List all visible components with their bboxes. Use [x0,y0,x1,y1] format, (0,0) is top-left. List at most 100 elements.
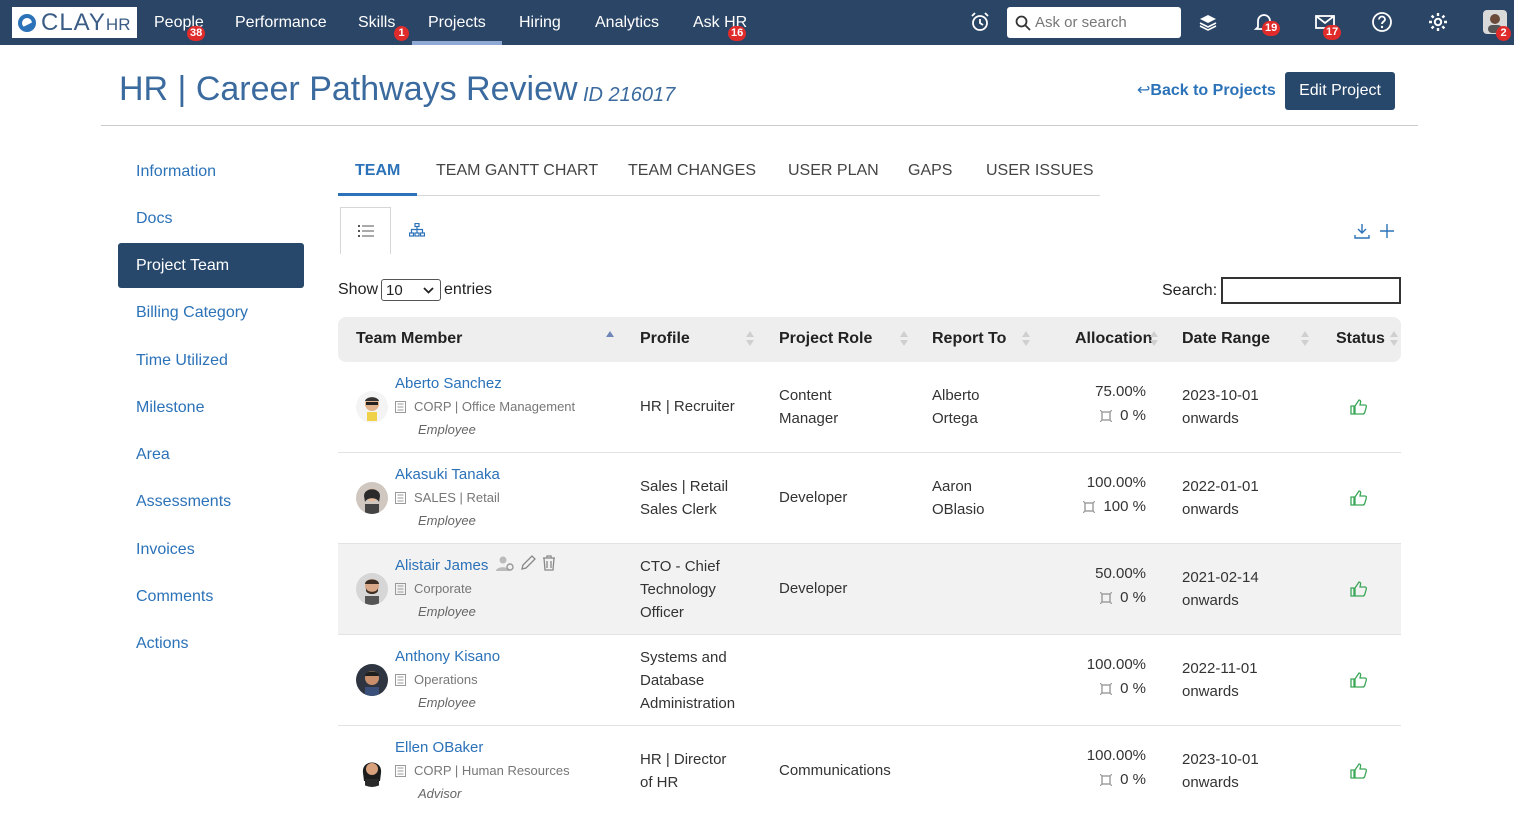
thumbs-up-icon[interactable] [1350,489,1368,507]
global-search-input[interactable]: Ask or search [1007,7,1181,38]
sort-icon[interactable] [1022,331,1030,347]
sort-icon[interactable] [1301,331,1309,347]
date-start: 2021-02-14 [1182,569,1259,586]
sidebar-item-milestone[interactable]: Milestone [136,399,205,416]
profile-cell: Systems and Database Administration [640,646,735,715]
member-name-link[interactable]: Akasuki Tanaka [395,466,500,483]
date-start: 2022-11-01 [1182,660,1258,677]
col-date-range[interactable]: Date Range [1182,330,1271,347]
tab-team-gantt-chart[interactable]: TEAM GANTT CHART [436,162,599,179]
member-name-link[interactable]: Aberto Sanchez [395,375,502,392]
nav-hiring-label: Hiring [519,14,561,31]
settings-gear-icon[interactable] [1426,10,1450,34]
date-start: 2023-10-01 [1182,751,1259,768]
sidebar-item-time-utilized[interactable]: Time Utilized [136,352,228,369]
tab-user-issues[interactable]: USER ISSUES [986,162,1094,179]
col-status[interactable]: Status [1336,330,1385,347]
sidebar-item-information[interactable]: Information [136,163,217,180]
col-allocation[interactable]: Allocation [1075,330,1153,347]
report-to-cell: Alberto Ortega [932,384,980,430]
return-arrow-icon: ↩ [1137,82,1151,99]
member-department: CORP | Human Resources [414,763,570,778]
list-view-toggle[interactable] [340,207,391,254]
help-icon[interactable] [1370,10,1394,34]
entries-select[interactable]: 10 [381,279,442,301]
member-name-link[interactable]: Alistair James [395,557,489,574]
sort-icon[interactable] [746,331,754,347]
date-range-cell: 2023-10-01 onwards [1182,384,1259,430]
tab-gaps[interactable]: GAPS [908,162,953,179]
nav-skills[interactable]: Skills [358,0,395,45]
sidebar-item-comments[interactable]: Comments [136,588,214,605]
avatar[interactable] [356,573,388,605]
allocation-actual: 0 % [1120,771,1146,788]
sort-icon[interactable] [1150,331,1158,347]
col-team-member[interactable]: Team Member [356,330,463,347]
edit-project-button[interactable]: Edit Project [1285,72,1395,110]
allocation-actual-icon [1100,591,1113,604]
thumbs-up-icon[interactable] [1350,671,1368,689]
nav-projects[interactable]: Projects [412,0,502,45]
user-settings-icon[interactable] [496,555,514,576]
tab-team-changes[interactable]: TEAM CHANGES [628,162,757,179]
member-department: SALES | Retail [414,490,500,505]
sort-asc-icon[interactable] [606,331,614,347]
profile-line: Sales Clerk [640,501,717,518]
page-title: HR | Career Pathways Review [119,70,578,108]
avatar[interactable] [356,664,388,696]
avatar[interactable] [356,391,388,423]
add-member-icon[interactable] [1378,222,1396,240]
thumbs-up-icon[interactable] [1350,762,1368,780]
org-chart-view-toggle[interactable] [391,207,442,253]
role-cell: Content Manager [779,384,838,430]
notifications-badge: 19 [1262,21,1281,36]
date-range-suffix: onwards [1182,501,1239,518]
sidebar-item-invoices[interactable]: Invoices [136,541,195,558]
profile-cell: CTO - Chief Technology Officer [640,555,720,624]
table-search-input[interactable] [1221,277,1401,304]
back-link-label: Back to Projects [1150,82,1276,99]
org-chart-icon [408,223,425,237]
delete-trash-icon[interactable] [542,555,556,576]
sidebar-item-area[interactable]: Area [136,446,170,463]
alarm-clock-icon[interactable] [968,10,992,34]
clayhr-logo[interactable]: CLAYHR [12,7,137,38]
nav-analytics[interactable]: Analytics [595,0,659,45]
sidebar-item-docs[interactable]: Docs [136,210,173,227]
people-badge: 38 [187,26,206,41]
nav-performance[interactable]: Performance [235,0,327,45]
download-icon[interactable] [1353,222,1371,240]
edit-pencil-icon[interactable] [520,555,536,576]
avatar[interactable] [356,755,388,787]
profile-cell: HR | Recruiter [640,395,735,418]
thumbs-up-icon[interactable] [1350,580,1368,598]
sidebar-item-assessments[interactable]: Assessments [136,493,232,510]
report-to-line: OBlasio [932,501,985,518]
thumbs-up-icon[interactable] [1350,398,1368,416]
tab-user-plan[interactable]: USER PLAN [788,162,879,179]
back-to-projects-link[interactable]: ↩Back to Projects [1137,80,1276,100]
search-icon [1015,15,1031,31]
member-name-link[interactable]: Anthony Kisano [395,648,501,665]
sidebar-item-actions[interactable]: Actions [136,635,189,652]
messages-badge: 17 [1323,25,1342,40]
top-navbar: CLAYHR People 38 Performance Skills 1 Pr… [0,0,1514,45]
sort-icon[interactable] [900,331,908,347]
profile-line: Database [640,672,705,689]
col-report-to[interactable]: Report To [932,330,1007,347]
col-project-role[interactable]: Project Role [779,330,873,347]
nav-hiring[interactable]: Hiring [519,0,561,45]
date-range-suffix: onwards [1182,592,1239,609]
member-name-link[interactable]: Ellen OBaker [395,739,484,756]
report-to-cell: Aaron OBlasio [932,475,985,521]
search-placeholder: Ask or search [1035,14,1127,31]
layers-icon[interactable] [1196,10,1220,34]
sort-icon[interactable] [1390,331,1398,347]
sidebar-item-billing-category[interactable]: Billing Category [136,304,249,321]
allocation-value: 100.00% [1086,747,1146,764]
table-row: Ellen OBaker CORP | Human Resources Advi… [338,726,1401,817]
avatar[interactable] [356,482,388,514]
sidebar-item-project-team[interactable]: Project Team [118,243,304,288]
col-profile[interactable]: Profile [640,330,690,347]
tab-team[interactable]: TEAM [337,162,418,196]
